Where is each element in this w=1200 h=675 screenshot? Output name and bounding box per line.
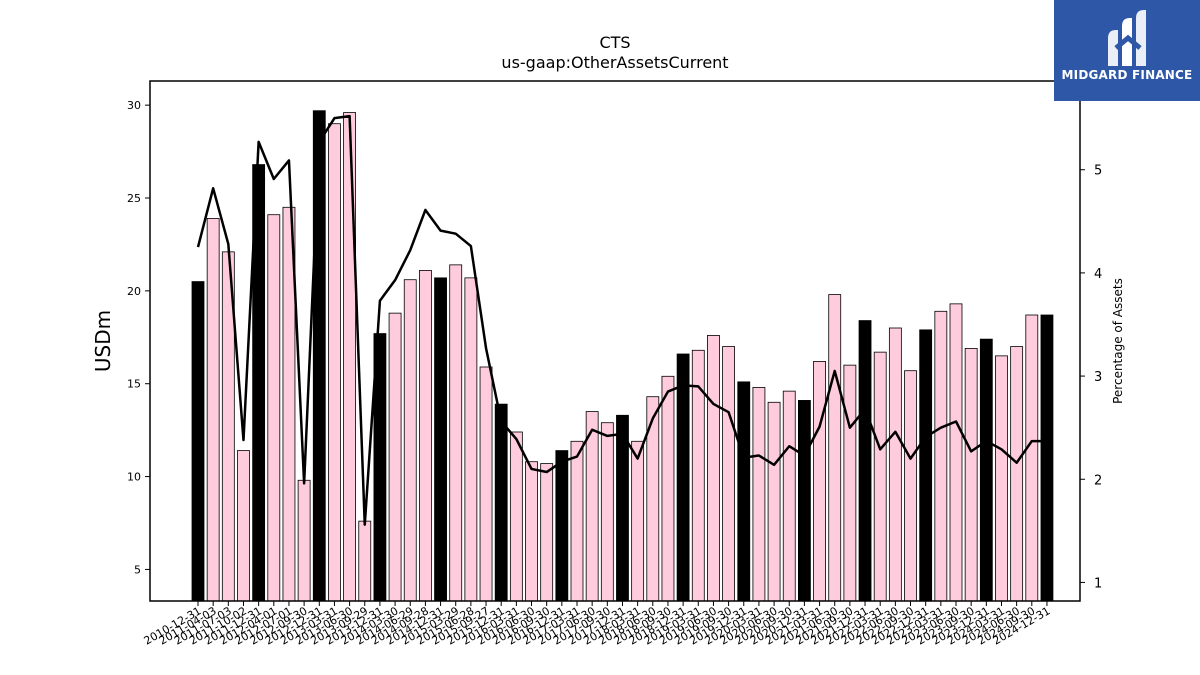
bar: [297, 479, 311, 602]
plot-frame: [149, 80, 1081, 602]
bar: [343, 112, 357, 602]
logo-text: MIDGARD FINANCE: [1061, 68, 1193, 82]
bar: [661, 375, 675, 602]
y-tick-label: 20: [127, 285, 141, 298]
chart-subtitle: us-gaap:OtherAssetsCurrent: [501, 53, 728, 72]
bar: [813, 361, 826, 602]
bar: [631, 440, 645, 602]
brand-logo: MIDGARD FINANCE: [1054, 0, 1200, 101]
bar: [737, 381, 751, 602]
bar: [995, 355, 1008, 602]
bar: [888, 327, 902, 602]
y2-tick-label: 5: [1094, 164, 1102, 179]
bar: [525, 461, 538, 602]
bar: [494, 403, 508, 602]
bar: [707, 335, 720, 602]
bar: [555, 450, 569, 602]
bar: [934, 310, 948, 602]
bar: [979, 338, 993, 602]
bar: [267, 214, 281, 602]
bar: [782, 390, 796, 602]
bar: [509, 431, 523, 602]
bar: [904, 370, 917, 602]
bar: [464, 277, 478, 602]
bar: [798, 400, 811, 602]
bar: [237, 450, 250, 602]
y2-tick-label: 2: [1094, 473, 1102, 488]
bar: [328, 123, 341, 602]
bar: [964, 348, 978, 602]
y2-axis-label: Percentage of Assets: [1111, 278, 1125, 404]
y2-tick-label: 3: [1094, 370, 1102, 385]
bar: [206, 218, 220, 602]
bar: [570, 440, 584, 602]
bar: [191, 281, 205, 602]
bar: [312, 110, 326, 602]
y-tick-label: 30: [127, 99, 141, 112]
bar: [843, 364, 857, 602]
bars-group: [191, 110, 1054, 602]
y-tick-label: 10: [127, 471, 141, 484]
y-tick-label: 5: [134, 563, 141, 576]
bar: [828, 294, 842, 602]
bar: [358, 520, 372, 602]
bar: [858, 320, 872, 602]
bar: [949, 303, 963, 602]
bar: [540, 463, 554, 602]
bar: [403, 279, 417, 602]
logo-mark-icon: [1108, 10, 1146, 66]
bar: [1025, 314, 1039, 602]
bar: [1040, 314, 1054, 602]
bar: [676, 353, 690, 602]
series-line: [196, 114, 1047, 526]
y2-tick-label: 4: [1094, 267, 1102, 282]
bar: [388, 312, 402, 602]
bar: [434, 277, 447, 602]
bar: [479, 366, 493, 602]
y-tick-label: 15: [127, 378, 141, 391]
bar: [1010, 346, 1024, 602]
bar: [873, 351, 887, 602]
chart-title: CTS: [599, 33, 630, 52]
bar: [919, 329, 933, 602]
bar: [600, 422, 614, 602]
line-group: [196, 114, 1047, 526]
bar: [767, 401, 781, 602]
bar: [418, 270, 432, 602]
bar: [616, 414, 629, 602]
y-axis-label: USDm: [91, 310, 115, 372]
bar: [722, 346, 735, 602]
y2-tick-label: 1: [1094, 576, 1102, 591]
y-tick-label: 25: [127, 192, 141, 205]
bar: [585, 411, 599, 602]
bar: [449, 264, 463, 602]
bar: [752, 387, 766, 602]
axes-group: 51015202530123452010-12-312011-04-032011…: [127, 99, 1102, 647]
